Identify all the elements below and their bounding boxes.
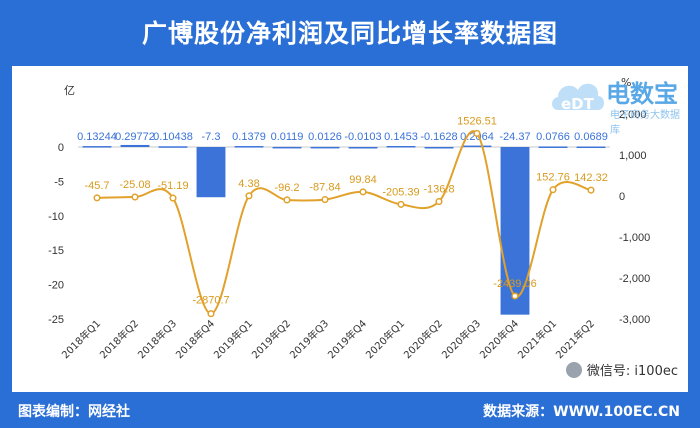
bar — [120, 144, 150, 147]
right-axis-tick: 2,000 — [619, 109, 647, 121]
line-data-label: -96.2 — [274, 182, 299, 194]
left-axis-tick: 0 — [58, 142, 64, 154]
left-axis-tick: -5 — [54, 176, 64, 188]
left-axis-tick: -25 — [48, 314, 64, 326]
bar-data-label: 0.0119 — [271, 131, 304, 143]
category-label: 2018年Q1 — [59, 317, 103, 361]
line-point — [131, 193, 139, 201]
bar-data-label: 0.13244 — [77, 131, 117, 143]
left-axis-unit: 亿 — [64, 84, 75, 97]
category-label: 2019年Q1 — [211, 317, 255, 361]
bar-data-label: 0.1379 — [232, 131, 266, 143]
bar — [462, 145, 492, 148]
category-label: 2019年Q2 — [249, 317, 293, 361]
line-point — [207, 310, 215, 318]
line-data-label: 1526.51 — [457, 115, 497, 127]
category-label: 2018年Q2 — [97, 317, 141, 361]
right-axis-tick: -1,000 — [619, 232, 650, 244]
category-label: 2019年Q4 — [325, 317, 369, 361]
line-data-label: -25.08 — [119, 179, 150, 191]
bar-data-label: 0.0126 — [308, 131, 342, 143]
bar — [196, 147, 226, 198]
line-data-label: -2439.06 — [493, 278, 536, 290]
cloud-logo-icon: eDT — [552, 83, 604, 113]
bar — [272, 146, 302, 149]
category-label: 2020年Q3 — [439, 317, 483, 361]
chart-title: 广博股份净利润及同比增长率数据图 — [141, 19, 558, 48]
line-data-label: -45.7 — [84, 180, 109, 192]
bar-data-label: 0.0689 — [574, 131, 608, 143]
chart-panel: 亿% 0 -5 -10 -15 -20 -25 2,000 1,000 0 -1,000 -2,000… — [12, 66, 688, 392]
line-point — [511, 292, 519, 300]
category-label: 2020年Q4 — [477, 317, 521, 361]
wechat-watermark: 微信号: i100ec — [565, 360, 678, 379]
category-label: 2018年Q3 — [135, 317, 179, 361]
line-data-label: 152.76 — [536, 172, 570, 184]
logo-subtext: 电子商务大数据库 — [610, 110, 680, 136]
chart-svg: 亿% 0 -5 -10 -15 -20 -25 2,000 1,000 0 -1,000 -2,000… — [48, 76, 650, 361]
right-axis-tick: 0 — [619, 191, 625, 203]
bar — [538, 146, 568, 148]
line-point — [93, 194, 101, 202]
line-data-label: -136.8 — [423, 184, 454, 196]
bar-data-label: 0.10438 — [153, 131, 193, 143]
line-point — [359, 188, 367, 196]
logo: eDT 电数宝 电子商务大数据库 — [548, 72, 688, 136]
line-point — [587, 186, 595, 194]
bar — [348, 147, 378, 149]
bar — [158, 146, 188, 148]
left-axis-tick: -10 — [48, 211, 64, 223]
footer-source: 数据来源：WWW.100EC.CN — [483, 404, 680, 420]
bar-data-label: 0.29772 — [115, 131, 155, 143]
bar — [576, 146, 606, 149]
svg-text:eDT: eDT — [561, 95, 595, 113]
line-point — [473, 129, 481, 137]
category-label: 2019年Q3 — [287, 317, 331, 361]
footer-credit: 图表编制：网经社 — [18, 404, 130, 420]
line-data-label: 4.38 — [238, 178, 259, 190]
line-point — [397, 200, 405, 208]
line-point — [245, 192, 253, 200]
right-axis-tick: -3,000 — [619, 314, 650, 326]
category-label: 2021年Q2 — [553, 317, 597, 361]
footer: 图表编制：网经社 数据来源：WWW.100EC.CN — [0, 392, 700, 428]
line-point — [169, 194, 177, 202]
bar-data-label: -7.3 — [202, 131, 221, 143]
category-label: 2020年Q2 — [401, 317, 445, 361]
line-point — [435, 198, 443, 206]
line-point — [283, 196, 291, 204]
right-axis-tick: 1,000 — [619, 150, 647, 162]
line-point — [549, 186, 557, 194]
line-data-label: -205.39 — [382, 186, 419, 198]
line-data-label: 142.32 — [574, 172, 608, 184]
line-data-label: -87.84 — [309, 182, 340, 194]
bar — [310, 146, 340, 149]
left-axis-tick: -20 — [48, 280, 64, 292]
bar-data-label: -0.1628 — [420, 131, 457, 143]
right-axis-unit: % — [621, 76, 631, 89]
bar — [386, 146, 416, 148]
left-axis-tick: -15 — [48, 245, 64, 257]
bar-data-label: 0.0766 — [536, 131, 570, 143]
line-data-label: -51.19 — [157, 180, 188, 192]
line-data-label: 99.84 — [349, 174, 377, 186]
bar — [82, 146, 112, 148]
right-axis-tick: -2,000 — [619, 273, 650, 285]
wechat-id: 微信号: i100ec — [586, 364, 678, 379]
bar — [424, 147, 454, 149]
category-label: 2020年Q1 — [363, 317, 407, 361]
bar-data-label: 0.1453 — [384, 131, 418, 143]
line-data-label: -2870.7 — [192, 295, 229, 307]
bar-data-label: -0.0103 — [344, 131, 381, 143]
category-label: 2018年Q4 — [173, 317, 217, 361]
bar-data-label: -24.37 — [499, 131, 530, 143]
title-bar: 广博股份净利润及同比增长率数据图 — [0, 0, 700, 64]
category-label: 2021年Q1 — [515, 317, 559, 361]
bar — [234, 146, 264, 148]
wechat-icon — [565, 361, 582, 378]
logo-text: 电数宝 — [606, 80, 678, 108]
line-point — [321, 196, 329, 204]
